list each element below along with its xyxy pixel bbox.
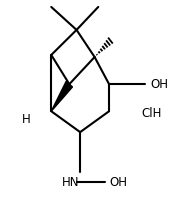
Text: OH: OH — [151, 78, 169, 91]
Text: OH: OH — [109, 176, 127, 189]
Text: ClH: ClH — [142, 107, 162, 120]
Polygon shape — [51, 81, 72, 111]
Text: HN: HN — [62, 176, 80, 189]
Text: H: H — [22, 113, 30, 126]
